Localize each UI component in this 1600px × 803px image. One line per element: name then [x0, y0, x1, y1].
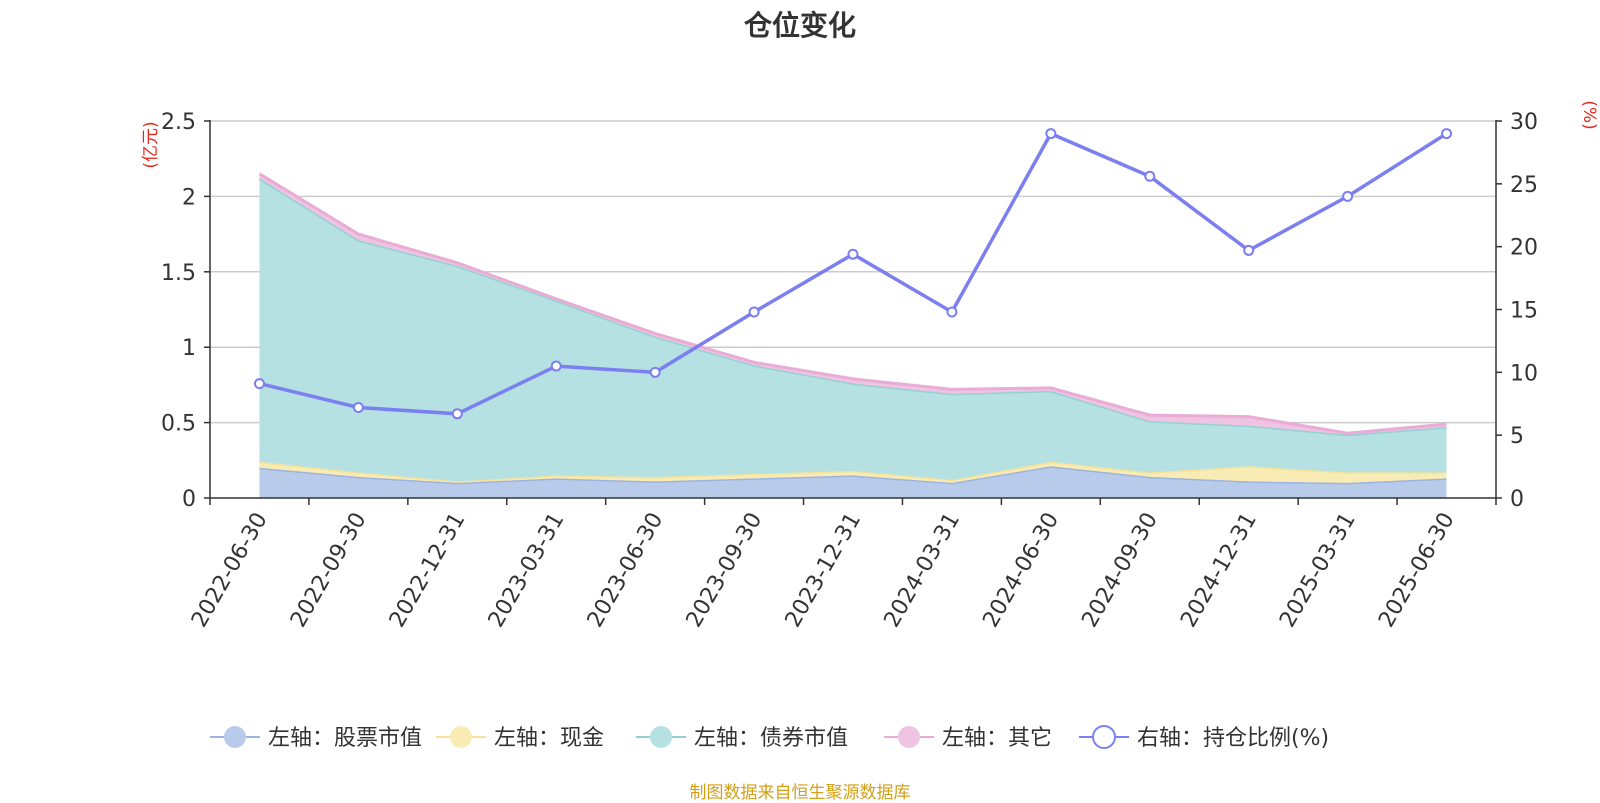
legend-label-4: 右轴：持仓比例(%) [1137, 726, 1329, 751]
line-series-point [1144, 170, 1156, 182]
x-axis-tick-label: 2023-03-31 [484, 509, 570, 632]
source-footer: 制图数据来自恒生聚源数据库 [689, 783, 911, 803]
line-series-point [451, 408, 463, 420]
line-series-point [253, 378, 265, 390]
legend-marker-0 [224, 726, 246, 748]
left-axis-unit: (亿元) [141, 121, 161, 168]
area-series-0 [259, 466, 1447, 498]
line-series-point [1441, 128, 1453, 140]
line-series-point [946, 306, 958, 318]
right-axis-tick-label: 15 [1510, 299, 1538, 324]
left-axis-tick-label: 1.5 [161, 261, 196, 286]
right-axis-tick-label: 10 [1510, 361, 1538, 386]
line-series-point [352, 402, 364, 414]
legend-layer: 左轴：股票市值 左轴：现金 左轴：债券市值 左轴：其它 右轴：持仓比例(%) [210, 725, 1329, 751]
left-axis-tick-label: 1 [182, 336, 196, 361]
legend-label-1: 左轴：现金 [494, 726, 604, 751]
area-layer [258, 172, 1447, 498]
left-axis-tick-label: 0.5 [161, 412, 196, 437]
line-series-point [1045, 128, 1057, 140]
x-axis-tick-label: 2023-06-30 [583, 509, 669, 632]
left-axis-tick-label: 2.5 [161, 110, 196, 135]
right-axis-tick-label: 5 [1510, 424, 1524, 449]
area-series-3 [259, 173, 1447, 435]
legend-marker-3 [898, 726, 920, 748]
left-axis-tick-label: 0 [182, 487, 196, 512]
x-axis-tick-label: 2024-06-30 [978, 509, 1064, 632]
right-axis-unit: (%) [1579, 100, 1599, 129]
x-axis-tick-label: 2024-12-31 [1176, 509, 1262, 632]
legend-label-2: 左轴：债券市值 [694, 726, 848, 751]
x-axis-tick-label: 2023-12-31 [781, 509, 867, 632]
line-layer [253, 128, 1453, 420]
line-series-point [649, 366, 661, 378]
legend-marker-4 [1092, 725, 1116, 749]
x-axis-tick-label: 2022-09-30 [286, 509, 372, 632]
x-axis-tick-label: 2022-06-30 [187, 509, 273, 632]
line-series-point [1342, 190, 1354, 202]
chart-title: 仓位变化 [743, 9, 856, 42]
legend-marker-1 [450, 726, 472, 748]
line-series-point [748, 306, 760, 318]
x-axis-tick-label: 2022-12-31 [385, 509, 471, 632]
x-axis-tick-label: 2023-09-30 [682, 509, 768, 632]
legend-label-3: 左轴：其它 [942, 726, 1052, 751]
right-axis-tick-label: 30 [1510, 110, 1538, 135]
line-series-point [550, 360, 562, 372]
area-series-edge-3 [258, 172, 1447, 435]
x-axis-tick-label: 2024-03-31 [880, 509, 966, 632]
right-axis-tick-label: 20 [1510, 236, 1538, 261]
left-axis-tick-label: 2 [182, 185, 196, 210]
x-axis-tick-label: 2025-03-31 [1275, 509, 1361, 632]
right-axis-tick-label: 0 [1510, 487, 1524, 512]
legend-marker-2 [650, 726, 672, 748]
x-axis-tick-label: 2024-09-30 [1077, 509, 1163, 632]
legend-label-0: 左轴：股票市值 [268, 726, 422, 751]
x-axis-tick-label: 2025-06-30 [1374, 509, 1460, 632]
line-series-point [1243, 244, 1255, 256]
right-axis-tick-label: 25 [1510, 173, 1538, 198]
line-series-point [847, 248, 859, 260]
area-series-2 [259, 178, 1447, 482]
